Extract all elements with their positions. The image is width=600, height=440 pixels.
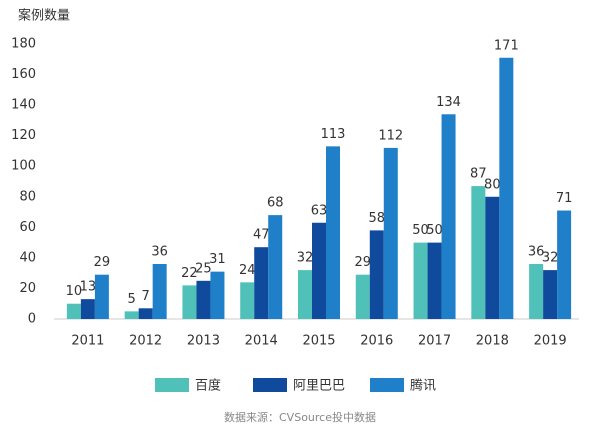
data-label: 10 (66, 284, 83, 299)
data-label: 31 (209, 252, 226, 267)
y-tick-label: 100 (11, 159, 36, 174)
data-label: 13 (80, 280, 97, 295)
data-label: 32 (297, 251, 314, 266)
data-label: 7 (142, 289, 150, 304)
data-label: 47 (253, 228, 270, 243)
legend-label: 百度 (195, 378, 221, 394)
data-label: 29 (94, 255, 111, 270)
data-label: 32 (542, 251, 559, 266)
data-label: 134 (436, 95, 461, 110)
x-tick-label: 2011 (71, 334, 104, 349)
legend-swatch (155, 378, 189, 392)
bar (124, 311, 139, 319)
bar (529, 264, 544, 319)
bar (66, 303, 81, 319)
bar (499, 57, 514, 319)
x-tick-label: 2013 (187, 334, 220, 349)
bar (152, 264, 167, 319)
data-label: 171 (494, 38, 519, 53)
data-label: 58 (369, 211, 386, 226)
bar (312, 222, 326, 319)
x-tick-label: 2018 (476, 334, 509, 349)
y-tick-label: 180 (11, 37, 36, 52)
y-tick-label: 40 (19, 250, 36, 265)
source-note: 数据来源：CVSource投中数据 (224, 410, 376, 424)
bar (355, 274, 370, 319)
bar (196, 280, 211, 319)
y-axis-label: 案例数量 (18, 9, 70, 24)
bar (94, 274, 109, 319)
data-label: 22 (181, 266, 198, 281)
data-label: 50 (412, 223, 429, 238)
y-tick-label: 120 (11, 128, 36, 143)
data-label: 71 (556, 191, 573, 206)
data-label: 80 (484, 177, 501, 192)
y-tick-label: 80 (19, 189, 36, 204)
x-tick-label: 2019 (534, 334, 567, 349)
bar (427, 242, 442, 319)
bar (240, 282, 255, 319)
bar (268, 215, 283, 319)
y-tick-label: 160 (11, 67, 36, 82)
bar (485, 196, 500, 319)
data-label: 29 (355, 255, 372, 270)
bar (254, 247, 269, 319)
data-label: 36 (151, 245, 168, 260)
bar (138, 308, 153, 319)
bar (557, 210, 572, 319)
y-tick-label: 140 (11, 98, 36, 113)
legend-swatch (253, 378, 287, 392)
legend-label: 阿里巴巴 (293, 379, 345, 394)
bar (326, 146, 340, 319)
data-label: 87 (470, 167, 487, 182)
legend-swatch (370, 378, 404, 392)
y-tick-label: 0 (28, 312, 36, 327)
x-tick-label: 2017 (418, 334, 451, 349)
bar (210, 271, 225, 319)
bar (413, 242, 428, 319)
data-label: 63 (311, 203, 328, 218)
y-tick-label: 60 (19, 220, 36, 235)
data-label: 68 (267, 196, 284, 211)
data-label: 5 (128, 292, 136, 307)
data-label: 36 (528, 245, 545, 260)
bar (383, 147, 398, 319)
bar (298, 270, 312, 319)
data-label: 113 (321, 127, 346, 142)
bar (182, 285, 197, 319)
data-label: 25 (195, 261, 212, 276)
x-tick-label: 2016 (360, 334, 393, 349)
bar (80, 299, 95, 319)
data-label: 112 (378, 128, 403, 143)
bar (471, 186, 486, 319)
data-label: 50 (426, 223, 443, 238)
data-label: 24 (239, 263, 256, 278)
x-tick-label: 2014 (245, 334, 278, 349)
bar (543, 270, 558, 319)
legend-label: 腾讯 (410, 378, 436, 394)
x-tick-label: 2015 (302, 334, 335, 349)
y-tick-label: 20 (19, 281, 36, 296)
bar (441, 114, 456, 320)
bar (369, 230, 384, 319)
x-tick-label: 2012 (129, 334, 162, 349)
